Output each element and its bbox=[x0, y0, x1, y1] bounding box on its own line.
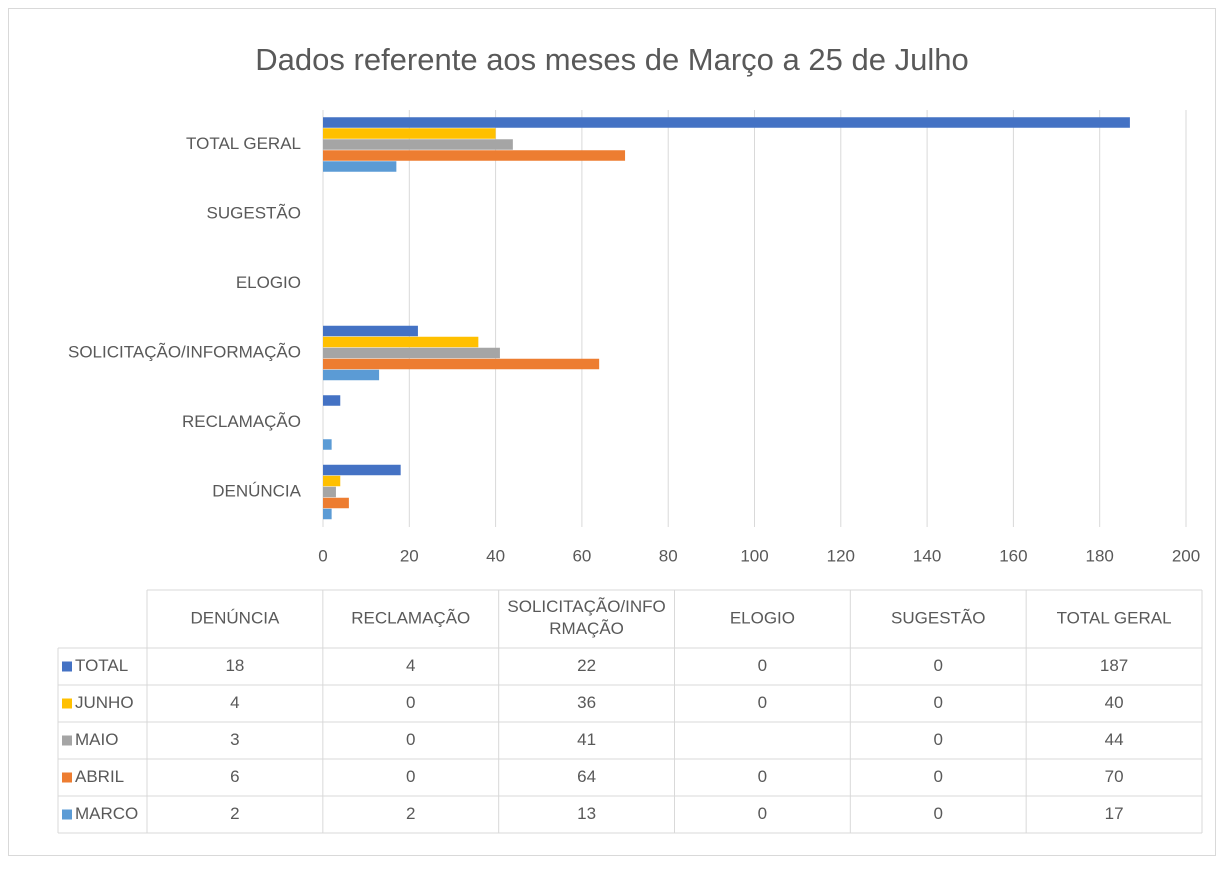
table-value: 0 bbox=[406, 730, 415, 749]
table-value: 3 bbox=[230, 730, 239, 749]
y-tick-label: RECLAMAÇÃO bbox=[182, 412, 301, 431]
table-value: 22 bbox=[577, 656, 596, 675]
table-value: 187 bbox=[1100, 656, 1128, 675]
chart-title: Dados referente aos meses de Março a 25 … bbox=[255, 42, 968, 77]
table-value: 40 bbox=[1105, 693, 1124, 712]
bar bbox=[323, 508, 332, 520]
bar bbox=[323, 117, 1130, 128]
x-tick-label: 140 bbox=[913, 546, 941, 565]
bar bbox=[323, 486, 336, 498]
y-tick-label: SOLICITAÇÃO/INFORMAÇÃO bbox=[68, 343, 301, 362]
table-value: 36 bbox=[577, 693, 596, 712]
legend-swatch bbox=[62, 809, 72, 820]
table-value: 70 bbox=[1105, 767, 1124, 786]
table-value: 18 bbox=[225, 656, 244, 675]
table-value: 44 bbox=[1105, 730, 1124, 749]
bar bbox=[323, 439, 332, 450]
table-header: DENÚNCIA bbox=[191, 608, 280, 627]
table-value: 2 bbox=[230, 804, 239, 823]
table-header: RECLAMAÇÃO bbox=[351, 608, 470, 627]
bar bbox=[323, 358, 600, 370]
table-value: 0 bbox=[758, 656, 767, 675]
table-value: 17 bbox=[1105, 804, 1124, 823]
table-value: 0 bbox=[934, 804, 943, 823]
y-tick-label: DENÚNCIA bbox=[212, 482, 301, 501]
x-tick-label: 120 bbox=[827, 546, 855, 565]
table-value: 0 bbox=[934, 693, 943, 712]
legend-label: TOTAL bbox=[75, 656, 128, 675]
x-tick-label: 40 bbox=[486, 546, 505, 565]
legend-swatch bbox=[62, 772, 72, 783]
bar bbox=[323, 150, 626, 161]
bar bbox=[323, 347, 500, 359]
table-header: TOTAL GERAL bbox=[1057, 608, 1172, 627]
table-value: 0 bbox=[406, 693, 415, 712]
legend-swatch bbox=[62, 661, 72, 672]
y-tick-label: TOTAL GERAL bbox=[186, 134, 301, 153]
x-tick-label: 80 bbox=[659, 546, 678, 565]
table-value: 2 bbox=[406, 804, 415, 823]
bar bbox=[323, 128, 496, 139]
x-tick-label: 180 bbox=[1086, 546, 1114, 565]
table-value: 4 bbox=[406, 656, 415, 675]
x-tick-label: 100 bbox=[740, 546, 768, 565]
table-value: 0 bbox=[934, 730, 943, 749]
bar bbox=[323, 325, 418, 337]
table-value: 4 bbox=[230, 693, 239, 712]
x-tick-label: 0 bbox=[318, 546, 327, 565]
bar bbox=[323, 475, 341, 487]
legend-label: ABRIL bbox=[75, 767, 124, 786]
legend-label: MAIO bbox=[75, 730, 118, 749]
x-tick-label: 60 bbox=[572, 546, 591, 565]
bar bbox=[323, 369, 380, 381]
table-value: 41 bbox=[577, 730, 596, 749]
x-tick-label: 200 bbox=[1172, 546, 1200, 565]
table-value: 0 bbox=[406, 767, 415, 786]
bar bbox=[323, 161, 397, 172]
legend-swatch bbox=[62, 735, 72, 746]
x-tick-label: 20 bbox=[400, 546, 419, 565]
table-value: 6 bbox=[230, 767, 239, 786]
legend-swatch bbox=[62, 698, 72, 709]
table-value: 64 bbox=[577, 767, 596, 786]
table-value: 0 bbox=[758, 693, 767, 712]
table-value: 0 bbox=[758, 767, 767, 786]
x-tick-label: 160 bbox=[999, 546, 1027, 565]
bar bbox=[323, 497, 349, 509]
bar bbox=[323, 139, 513, 150]
bar bbox=[323, 395, 341, 406]
table-value: 13 bbox=[577, 804, 596, 823]
legend-label: MARCO bbox=[75, 804, 138, 823]
chart-border bbox=[8, 8, 1216, 856]
table-header: SUGESTÃO bbox=[891, 608, 985, 627]
table-header: SOLICITAÇÃO/INFO RMAÇÃO bbox=[507, 597, 665, 638]
table-value: 0 bbox=[934, 656, 943, 675]
table-value: 0 bbox=[934, 767, 943, 786]
y-tick-label: SUGESTÃO bbox=[207, 204, 301, 223]
y-tick-label: ELOGIO bbox=[236, 273, 301, 292]
legend-label: JUNHO bbox=[75, 693, 134, 712]
table-value: 0 bbox=[758, 804, 767, 823]
bar bbox=[323, 464, 401, 476]
bar bbox=[323, 336, 479, 348]
table-header: ELOGIO bbox=[730, 608, 795, 627]
